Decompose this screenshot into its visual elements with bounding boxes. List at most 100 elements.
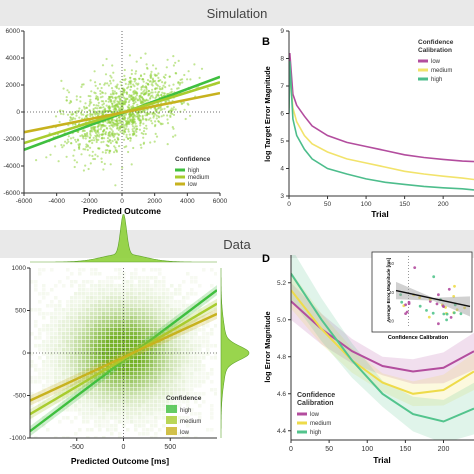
heat-cell <box>138 292 142 296</box>
scatter-point <box>99 92 102 95</box>
heat-cell <box>190 364 194 368</box>
heat-cell <box>158 360 162 364</box>
heat-cell <box>150 332 154 336</box>
heat-cell <box>70 404 74 408</box>
inset-point <box>407 302 411 305</box>
heat-cell <box>178 364 182 368</box>
scatter-point <box>141 99 144 102</box>
heat-cell <box>194 376 198 380</box>
heat-cell <box>138 380 142 384</box>
heat-cell <box>142 348 146 352</box>
heat-cell <box>54 364 58 368</box>
heat-cell <box>82 284 86 288</box>
heat-cell <box>98 348 102 352</box>
scatter-point <box>61 146 64 149</box>
heat-cell <box>166 380 170 384</box>
heat-cell <box>150 424 154 428</box>
scatter-point <box>86 144 89 147</box>
heat-cell <box>150 388 154 392</box>
legend-label-low: low <box>180 430 190 436</box>
heat-cell <box>146 388 150 392</box>
heat-cell <box>182 340 186 344</box>
heat-cell <box>50 384 54 388</box>
heat-cell <box>82 376 86 380</box>
legend-label-high: high <box>431 77 442 83</box>
scatter-point <box>164 81 167 84</box>
scatter-point <box>144 132 147 136</box>
heat-cell <box>98 324 102 328</box>
heat-cell <box>110 396 114 400</box>
heat-cell <box>210 332 214 336</box>
heat-cell <box>122 404 126 408</box>
heat-cell <box>46 380 50 384</box>
heat-cell <box>146 288 150 292</box>
scatter-point <box>87 167 90 171</box>
heat-cell <box>138 284 142 288</box>
heat-cell <box>102 348 106 352</box>
heat-cell <box>78 268 82 272</box>
heat-cell <box>178 416 182 420</box>
scatter-point <box>115 150 118 153</box>
heat-cell <box>138 304 142 308</box>
heat-cell <box>118 404 122 408</box>
heat-cell <box>130 288 134 292</box>
heat-cell <box>142 408 146 412</box>
heat-cell <box>194 328 198 332</box>
heat-cell <box>154 312 158 316</box>
heat-cell <box>166 316 170 320</box>
heat-cell <box>186 424 190 428</box>
heat-cell <box>146 276 150 280</box>
scatter-point <box>114 184 117 187</box>
heat-cell <box>106 360 110 364</box>
heat-cell <box>174 340 178 344</box>
heat-cell <box>110 416 114 420</box>
scatter-point <box>90 126 93 129</box>
y-tick-label: 5 <box>280 138 284 145</box>
heat-cell <box>134 356 138 360</box>
heat-cell <box>54 312 58 316</box>
heat-cell <box>142 292 146 296</box>
heat-cell <box>58 344 62 348</box>
scatter-point <box>127 137 130 140</box>
scatter-point <box>109 79 112 83</box>
heat-cell <box>82 408 86 412</box>
scatter-point <box>116 83 119 86</box>
heat-cell <box>122 296 126 300</box>
heat-cell <box>178 432 182 436</box>
scatter-point <box>128 122 131 125</box>
scatter-point <box>151 122 154 125</box>
heat-cell <box>126 316 130 320</box>
heat-cell <box>74 368 78 372</box>
heat-cell <box>142 400 146 404</box>
scatter-point <box>189 114 192 117</box>
heat-cell <box>46 364 50 368</box>
heat-cell <box>70 392 74 396</box>
heat-cell <box>94 344 98 348</box>
scatter-point <box>137 99 140 102</box>
y-tick-label: 3 <box>280 193 284 200</box>
heat-cell <box>174 400 178 404</box>
heat-cell <box>190 412 194 416</box>
scatter-point <box>115 92 118 95</box>
heat-cell <box>198 404 202 408</box>
heat-cell <box>90 320 94 324</box>
scatter-point <box>88 154 91 157</box>
scatter-point <box>105 104 108 107</box>
heat-cell <box>138 420 142 424</box>
heat-cell <box>178 376 182 380</box>
heat-cell <box>174 380 178 384</box>
heat-cell <box>114 420 118 424</box>
heat-cell <box>150 344 154 348</box>
scatter-point <box>142 132 145 136</box>
heat-cell <box>146 408 150 412</box>
scatter-point <box>142 130 146 133</box>
heat-cell <box>178 300 182 304</box>
heat-cell <box>206 344 210 348</box>
heat-cell <box>158 284 162 288</box>
heat-cell <box>110 352 114 356</box>
heat-cell <box>70 408 74 412</box>
heat-cell <box>42 384 46 388</box>
heat-cell <box>186 324 190 328</box>
scatter-point <box>154 120 157 123</box>
scatter-point <box>141 118 145 121</box>
